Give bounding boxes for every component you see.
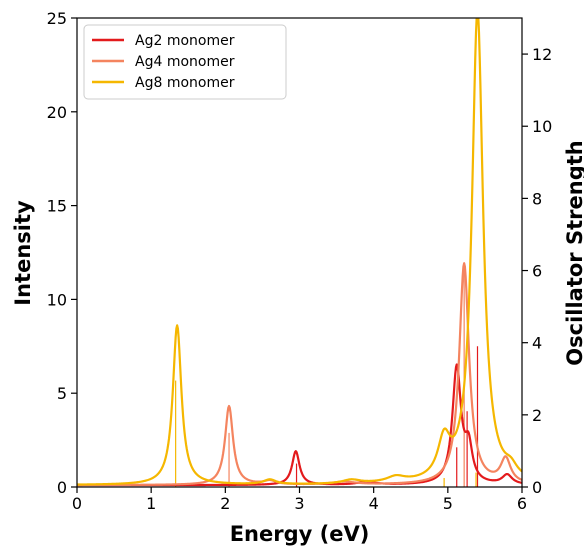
y-tick-label: 20 [47, 103, 67, 122]
y2-tick-label: 10 [532, 117, 552, 136]
x-tick-label: 6 [517, 494, 527, 513]
x-tick-label: 5 [443, 494, 453, 513]
y-tick-label: 15 [47, 197, 67, 216]
legend: Ag2 monomer Ag4 monomer Ag8 monomer [83, 24, 287, 100]
oscillator-sticks [175, 263, 479, 487]
legend-entry: Ag2 monomer [135, 33, 235, 49]
y2-tick-label: 6 [532, 262, 542, 281]
y2-tick-label: 0 [532, 478, 542, 497]
y-axis-label: Intensity [11, 200, 35, 306]
y-tick-label: 25 [47, 9, 67, 28]
x-tick-label: 1 [146, 494, 156, 513]
legend-entry: Ag8 monomer [135, 75, 235, 91]
y2-tick-label: 8 [532, 189, 542, 208]
legend-box [83, 24, 287, 100]
x-tick-label: 3 [294, 494, 304, 513]
y-tick-label: 10 [47, 290, 67, 309]
legend-entry: Ag4 monomer [135, 54, 235, 70]
axis-labels: Energy (eV) Intensity Oscillator Strengt… [11, 140, 584, 546]
series-line [77, 18, 522, 486]
y2-tick-label: 12 [532, 45, 552, 64]
spectrum-curves [77, 18, 522, 487]
x-axis-label: Energy (eV) [230, 522, 370, 546]
x-tick-label: 2 [220, 494, 230, 513]
y-tick-label: 0 [57, 478, 67, 497]
y2-axis-label: Oscillator Strength [563, 140, 584, 365]
x-tick-label: 4 [369, 494, 379, 513]
y-tick-label: 5 [57, 384, 67, 403]
y2-tick-label: 4 [532, 334, 542, 353]
y2-tick-label: 2 [532, 406, 542, 425]
x-tick-label: 0 [72, 494, 82, 513]
